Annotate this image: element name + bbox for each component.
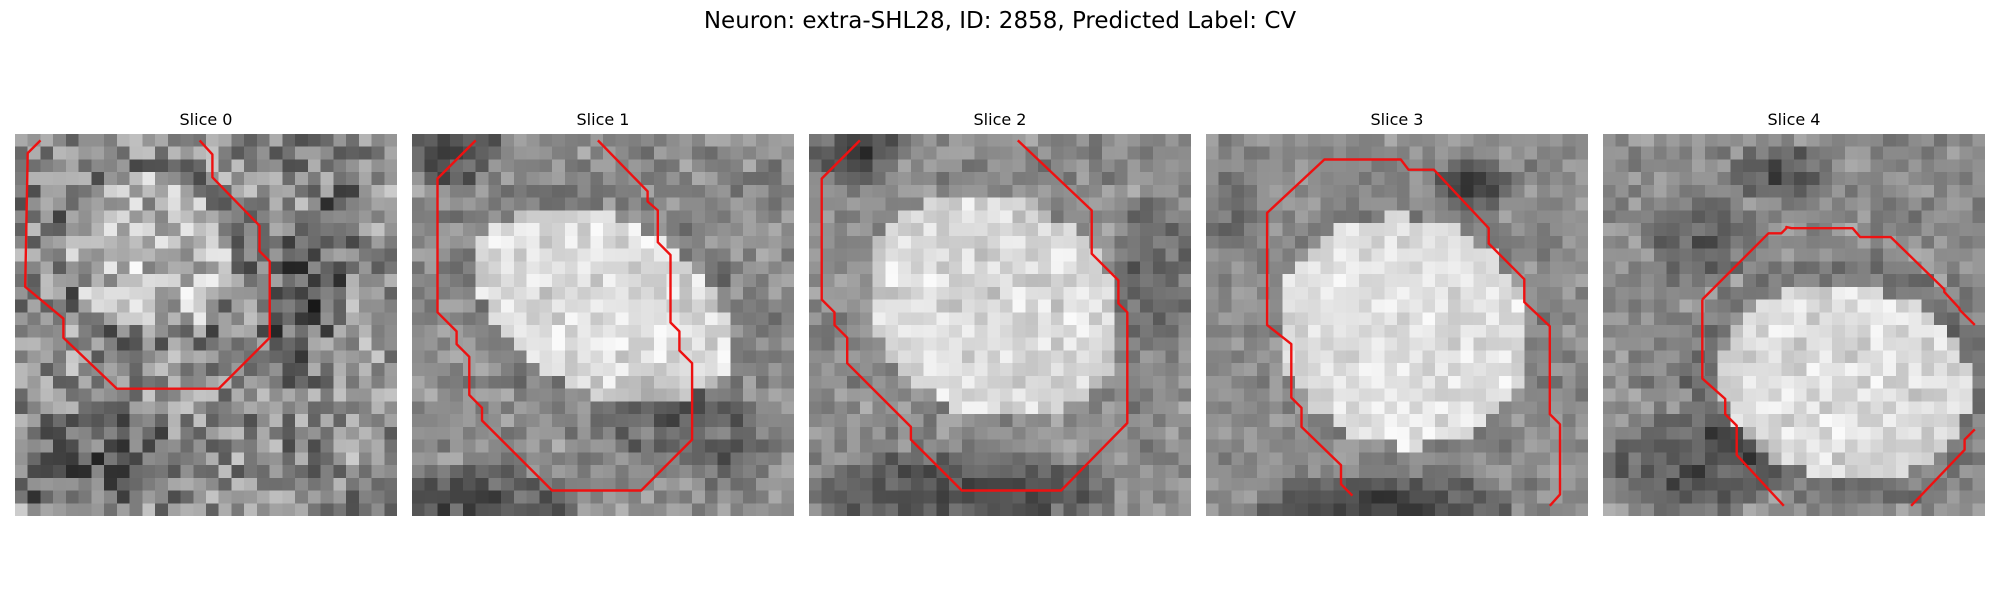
contour-line-2-0 <box>820 139 1129 492</box>
slice-image-3 <box>1206 134 1588 516</box>
pixel-grid-3 <box>1206 134 1588 516</box>
slice-title-0: Slice 0 <box>179 110 233 129</box>
slice-title-2: Slice 2 <box>973 110 1027 129</box>
contour-line-1-0 <box>436 139 694 492</box>
slice-svg-1 <box>412 134 794 516</box>
slice-panel-1: Slice 1 <box>412 108 794 516</box>
contour-line-3-0 <box>1265 158 1562 507</box>
slice-svg-3 <box>1206 134 1588 516</box>
slice-image-4 <box>1603 134 1985 516</box>
contour-line-4-1 <box>1701 299 1785 507</box>
pixel-grid-4 <box>1603 134 1985 516</box>
pixel-grid-1 <box>412 134 794 516</box>
contour-line-4-0 <box>1701 225 1976 326</box>
slice-svg-4 <box>1603 134 1985 516</box>
pixel-grid-0 <box>15 134 397 516</box>
slice-panel-2: Slice 2 <box>809 108 1191 516</box>
slice-svg-0 <box>15 134 397 516</box>
slice-title-1: Slice 1 <box>576 110 630 129</box>
slice-panel-4: Slice 4 <box>1603 108 1985 516</box>
slice-panel-0: Slice 0 <box>15 108 397 516</box>
slice-title-3: Slice 3 <box>1370 110 1424 129</box>
contour-line-0-0 <box>23 139 271 390</box>
slice-title-4: Slice 4 <box>1767 110 1821 129</box>
figure-title: Neuron: extra-SHL28, ID: 2858, Predicted… <box>703 8 1297 34</box>
slice-image-2 <box>809 134 1191 516</box>
slice-panel-3: Slice 3 <box>1206 108 1588 516</box>
slice-image-1 <box>412 134 794 516</box>
slice-image-0 <box>15 134 397 516</box>
slice-svg-2 <box>809 134 1191 516</box>
contour-line-4-2 <box>1910 428 1976 507</box>
pixel-grid-2 <box>809 134 1191 516</box>
